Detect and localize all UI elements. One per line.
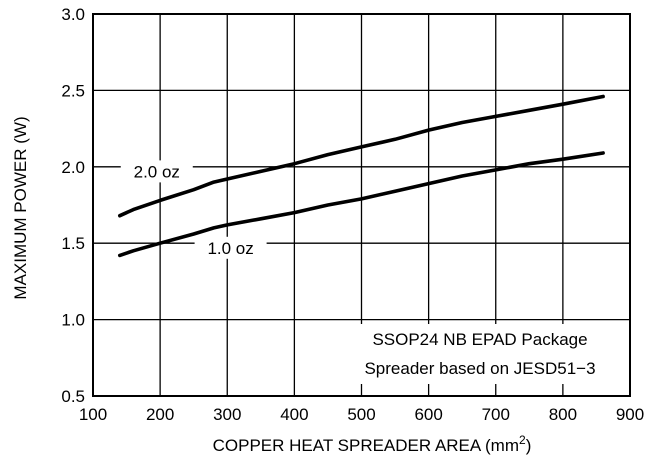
x-tick-label: 900 (616, 405, 644, 424)
x-tick-label: 100 (79, 405, 107, 424)
series-line-2 (118, 151, 605, 258)
y-tick-labels: 0.5 1.0 1.5 2.0 2.5 3.0 (61, 5, 85, 406)
plot-frame (92, 13, 631, 397)
x-tick-label: 300 (213, 405, 241, 424)
x-tick-label: 700 (482, 405, 510, 424)
y-tick-label: 0.5 (61, 387, 85, 406)
y-tick-label: 3.0 (61, 5, 85, 24)
x-axis-label: COPPER HEAT SPREADER AREA (mm2) (213, 433, 532, 455)
x-tick-label: 200 (146, 405, 174, 424)
series-label-2: 1.0 oz (207, 239, 253, 258)
grid (92, 13, 631, 397)
series-label-bg (120, 160, 193, 183)
annotation-box (332, 324, 628, 384)
x-tick-label: 600 (414, 405, 442, 424)
series-lines (118, 94, 605, 258)
series-labels: 2.0 oz 1.0 oz (120, 160, 267, 259)
y-tick-label: 2.5 (61, 81, 85, 100)
series-line-1 (118, 94, 605, 218)
y-axis-label: MAXIMUM POWER (W) (11, 116, 30, 299)
x-tick-label: 500 (347, 405, 375, 424)
annotation-line-1: SSOP24 NB EPAD Package (372, 330, 587, 349)
x-tick-labels: 100 200 300 400 500 600 700 800 900 (79, 405, 644, 424)
x-tick-label: 800 (549, 405, 577, 424)
x-tick-label: 400 (280, 405, 308, 424)
y-tick-label: 2.0 (61, 158, 85, 177)
series-label-bg (194, 236, 267, 259)
y-tick-label: 1.5 (61, 234, 85, 253)
annotation-line-2: Spreader based on JESD51−3 (364, 359, 595, 378)
series-label-1: 2.0 oz (134, 162, 180, 181)
y-tick-label: 1.0 (61, 311, 85, 330)
